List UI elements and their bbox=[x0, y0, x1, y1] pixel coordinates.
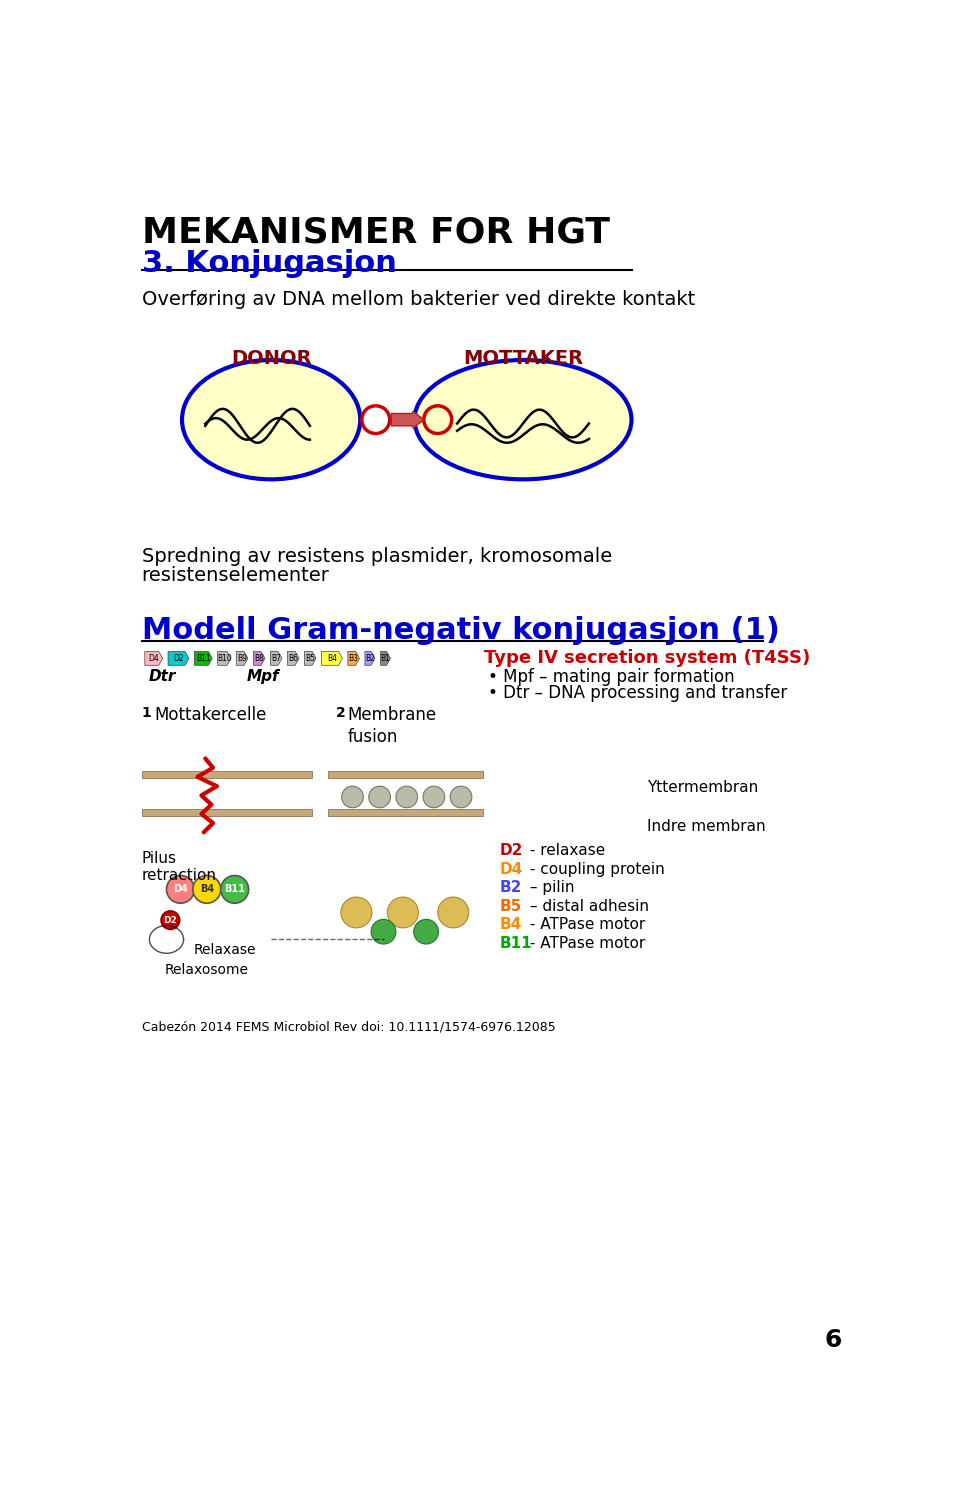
FancyArrow shape bbox=[380, 651, 391, 665]
Text: Yttermembran: Yttermembran bbox=[647, 780, 758, 795]
Text: 1: 1 bbox=[142, 706, 152, 721]
Circle shape bbox=[450, 786, 472, 808]
Circle shape bbox=[414, 920, 439, 944]
Text: D2: D2 bbox=[163, 915, 178, 924]
Text: MOTTAKER: MOTTAKER bbox=[463, 348, 583, 368]
Text: resistenselementer: resistenselementer bbox=[142, 566, 329, 585]
Text: B2: B2 bbox=[500, 881, 522, 896]
Text: B1: B1 bbox=[380, 654, 391, 664]
Circle shape bbox=[161, 911, 180, 929]
Text: D2: D2 bbox=[173, 654, 183, 664]
Ellipse shape bbox=[415, 360, 632, 480]
Circle shape bbox=[342, 786, 363, 808]
Circle shape bbox=[221, 876, 249, 903]
Text: B11: B11 bbox=[225, 884, 245, 894]
FancyArrow shape bbox=[365, 651, 375, 665]
Text: – distal adhesin: – distal adhesin bbox=[524, 899, 649, 914]
Circle shape bbox=[396, 786, 418, 808]
Text: Spredning av resistens plasmider, kromosomale: Spredning av resistens plasmider, kromos… bbox=[142, 547, 612, 566]
Text: - coupling protein: - coupling protein bbox=[524, 863, 664, 876]
FancyArrow shape bbox=[348, 651, 359, 665]
Text: D4: D4 bbox=[173, 884, 188, 894]
Text: D2: D2 bbox=[500, 843, 523, 858]
Text: 6: 6 bbox=[825, 1329, 842, 1353]
Text: B4: B4 bbox=[327, 654, 337, 664]
Text: Relaxosome: Relaxosome bbox=[165, 962, 249, 977]
Text: Dtr: Dtr bbox=[149, 670, 177, 685]
Text: B11: B11 bbox=[196, 654, 210, 664]
Bar bbox=[327, 810, 483, 816]
Text: Indre membran: Indre membran bbox=[647, 819, 766, 834]
Text: B5: B5 bbox=[500, 899, 522, 914]
Text: B11: B11 bbox=[500, 936, 533, 950]
Text: Modell Gram-negativ konjugasjon (1): Modell Gram-negativ konjugasjon (1) bbox=[142, 615, 780, 645]
FancyArrow shape bbox=[287, 651, 299, 665]
Circle shape bbox=[341, 897, 372, 927]
Bar bbox=[142, 810, 312, 816]
FancyArrow shape bbox=[392, 412, 423, 428]
Circle shape bbox=[193, 876, 221, 903]
Text: - relaxase: - relaxase bbox=[524, 843, 605, 858]
FancyArrow shape bbox=[322, 651, 343, 665]
Circle shape bbox=[438, 897, 468, 927]
FancyArrow shape bbox=[194, 651, 212, 665]
Text: DONOR: DONOR bbox=[230, 348, 311, 368]
FancyArrow shape bbox=[168, 651, 189, 665]
Bar bbox=[327, 771, 483, 778]
Text: • Dtr – DNA processing and transfer: • Dtr – DNA processing and transfer bbox=[488, 683, 787, 701]
Text: B4: B4 bbox=[500, 917, 522, 932]
Text: Cabezón 2014 FEMS Microbiol Rev doi: 10.1111/1574-6976.12085: Cabezón 2014 FEMS Microbiol Rev doi: 10.… bbox=[142, 1021, 556, 1033]
Text: Type IV secretion system (T4SS): Type IV secretion system (T4SS) bbox=[484, 648, 810, 667]
Text: – pilin: – pilin bbox=[524, 881, 574, 896]
Text: B7: B7 bbox=[271, 654, 281, 664]
Text: B4: B4 bbox=[200, 884, 214, 894]
Bar bbox=[142, 771, 312, 778]
Text: - ATPase motor: - ATPase motor bbox=[524, 917, 645, 932]
Ellipse shape bbox=[182, 360, 360, 480]
FancyArrow shape bbox=[253, 651, 265, 665]
Text: B6: B6 bbox=[288, 654, 299, 664]
Text: Membrane
fusion: Membrane fusion bbox=[348, 706, 437, 746]
Circle shape bbox=[388, 897, 419, 927]
Text: B8: B8 bbox=[254, 654, 264, 664]
Text: Overføring av DNA mellom bakterier ved direkte kontakt: Overføring av DNA mellom bakterier ved d… bbox=[142, 291, 695, 309]
Text: Mpf: Mpf bbox=[247, 670, 279, 685]
FancyArrow shape bbox=[304, 651, 316, 665]
Text: B10: B10 bbox=[217, 654, 231, 664]
Text: Relaxase: Relaxase bbox=[194, 944, 256, 958]
Text: B9: B9 bbox=[237, 654, 247, 664]
Text: D4: D4 bbox=[500, 863, 523, 876]
Circle shape bbox=[423, 786, 444, 808]
Text: MEKANISMER FOR HGT: MEKANISMER FOR HGT bbox=[142, 216, 610, 250]
Text: 3. Konjugasjon: 3. Konjugasjon bbox=[142, 249, 396, 277]
Text: D4: D4 bbox=[149, 654, 159, 664]
FancyArrow shape bbox=[145, 651, 162, 665]
Text: Pilus
retraction: Pilus retraction bbox=[142, 851, 217, 884]
Text: 2: 2 bbox=[335, 706, 346, 721]
FancyArrow shape bbox=[271, 651, 282, 665]
Text: B5: B5 bbox=[305, 654, 315, 664]
Text: B3: B3 bbox=[348, 654, 359, 664]
Circle shape bbox=[166, 876, 194, 903]
Text: • Mpf – mating pair formation: • Mpf – mating pair formation bbox=[488, 668, 734, 686]
FancyArrow shape bbox=[218, 651, 230, 665]
Text: - ATPase motor: - ATPase motor bbox=[524, 936, 645, 950]
FancyArrow shape bbox=[236, 651, 248, 665]
Circle shape bbox=[372, 920, 396, 944]
Text: B2: B2 bbox=[365, 654, 374, 664]
Text: Mottakercelle: Mottakercelle bbox=[155, 706, 267, 724]
Circle shape bbox=[369, 786, 391, 808]
